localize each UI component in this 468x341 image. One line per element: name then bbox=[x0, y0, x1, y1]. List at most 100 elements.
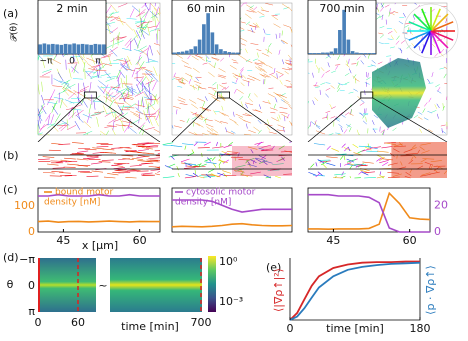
filament bbox=[279, 111, 288, 114]
filament bbox=[326, 54, 332, 59]
filament bbox=[377, 61, 383, 65]
filament bbox=[74, 120, 81, 130]
filament bbox=[191, 55, 199, 61]
blue-curve bbox=[289, 261, 421, 321]
zoom-line bbox=[229, 97, 293, 143]
filament bbox=[159, 74, 161, 82]
filament bbox=[150, 169, 161, 171]
filament bbox=[109, 46, 118, 53]
filament bbox=[204, 119, 213, 122]
filament bbox=[347, 159, 357, 163]
filament bbox=[147, 25, 151, 36]
filament bbox=[146, 159, 159, 162]
filament bbox=[184, 163, 197, 166]
filament bbox=[142, 142, 154, 145]
filament bbox=[315, 86, 321, 89]
filament bbox=[171, 78, 176, 80]
filament bbox=[233, 170, 245, 173]
filament bbox=[155, 173, 161, 176]
filament bbox=[225, 153, 238, 155]
filament bbox=[337, 133, 342, 136]
x-label: x [μm] bbox=[82, 239, 118, 252]
filament bbox=[431, 43, 436, 48]
filament bbox=[436, 90, 442, 94]
filament bbox=[253, 6, 258, 11]
filament bbox=[422, 108, 426, 113]
filament bbox=[364, 146, 372, 151]
filament bbox=[288, 6, 293, 12]
hist-bar bbox=[350, 51, 355, 54]
filament bbox=[240, 2, 245, 7]
filament bbox=[361, 148, 371, 152]
filament bbox=[414, 2, 417, 5]
filament bbox=[58, 143, 71, 145]
filament bbox=[131, 67, 136, 78]
filament bbox=[248, 93, 251, 98]
filament bbox=[92, 147, 104, 150]
filament bbox=[423, 117, 429, 121]
filament bbox=[344, 73, 350, 77]
filament bbox=[287, 67, 293, 70]
wheel-arrow bbox=[408, 21, 432, 32]
content: (a) (b) (c) (d) (e) 𝒫(θ) 2 min 60 min 700 min −π 0… bbox=[3, 0, 448, 335]
filament bbox=[213, 163, 217, 168]
filament bbox=[340, 155, 344, 160]
filament bbox=[223, 173, 228, 178]
filament bbox=[221, 112, 230, 117]
filament bbox=[127, 55, 132, 66]
filament bbox=[326, 145, 331, 150]
filament bbox=[335, 64, 341, 66]
filament bbox=[76, 158, 89, 161]
filament bbox=[205, 173, 211, 179]
hist-bar bbox=[236, 52, 240, 54]
plot-frame bbox=[307, 187, 431, 233]
filament bbox=[195, 76, 199, 81]
filament bbox=[307, 58, 310, 62]
filament bbox=[281, 113, 289, 119]
hist-bar bbox=[202, 24, 206, 54]
filament bbox=[154, 117, 159, 127]
filament bbox=[61, 79, 71, 85]
filament bbox=[315, 65, 319, 70]
filament bbox=[427, 110, 433, 114]
filament bbox=[345, 63, 350, 68]
hist-bar bbox=[51, 43, 55, 54]
hist-bar bbox=[97, 44, 102, 54]
filament bbox=[261, 9, 270, 12]
filament bbox=[66, 83, 76, 90]
filament bbox=[359, 102, 365, 106]
filament bbox=[113, 98, 119, 107]
red-curve bbox=[289, 260, 420, 321]
filament bbox=[358, 145, 371, 147]
hist-bar bbox=[206, 13, 210, 54]
filament bbox=[343, 147, 352, 151]
filament bbox=[283, 127, 285, 133]
filament bbox=[153, 108, 161, 115]
filament bbox=[140, 160, 152, 163]
filament bbox=[101, 55, 111, 59]
x-tick-label: 0 bbox=[287, 322, 294, 335]
filament bbox=[114, 102, 125, 104]
filament bbox=[307, 124, 311, 129]
filament bbox=[218, 158, 224, 164]
filament bbox=[344, 147, 349, 152]
filament bbox=[136, 39, 141, 49]
filament bbox=[121, 59, 131, 65]
filament bbox=[75, 54, 80, 65]
filament bbox=[106, 130, 109, 136]
filament bbox=[55, 113, 61, 123]
filament bbox=[250, 149, 254, 154]
hist-bar bbox=[329, 51, 334, 54]
filament bbox=[52, 106, 59, 115]
filament bbox=[149, 28, 160, 32]
hist-bar bbox=[367, 53, 372, 54]
filament bbox=[278, 49, 281, 55]
filament bbox=[194, 55, 203, 58]
filament bbox=[428, 129, 433, 133]
hist-bar bbox=[338, 30, 342, 54]
zoom-line bbox=[171, 97, 218, 143]
filament bbox=[283, 24, 291, 28]
filament bbox=[149, 142, 161, 145]
filament bbox=[230, 130, 236, 134]
filament bbox=[381, 130, 385, 136]
